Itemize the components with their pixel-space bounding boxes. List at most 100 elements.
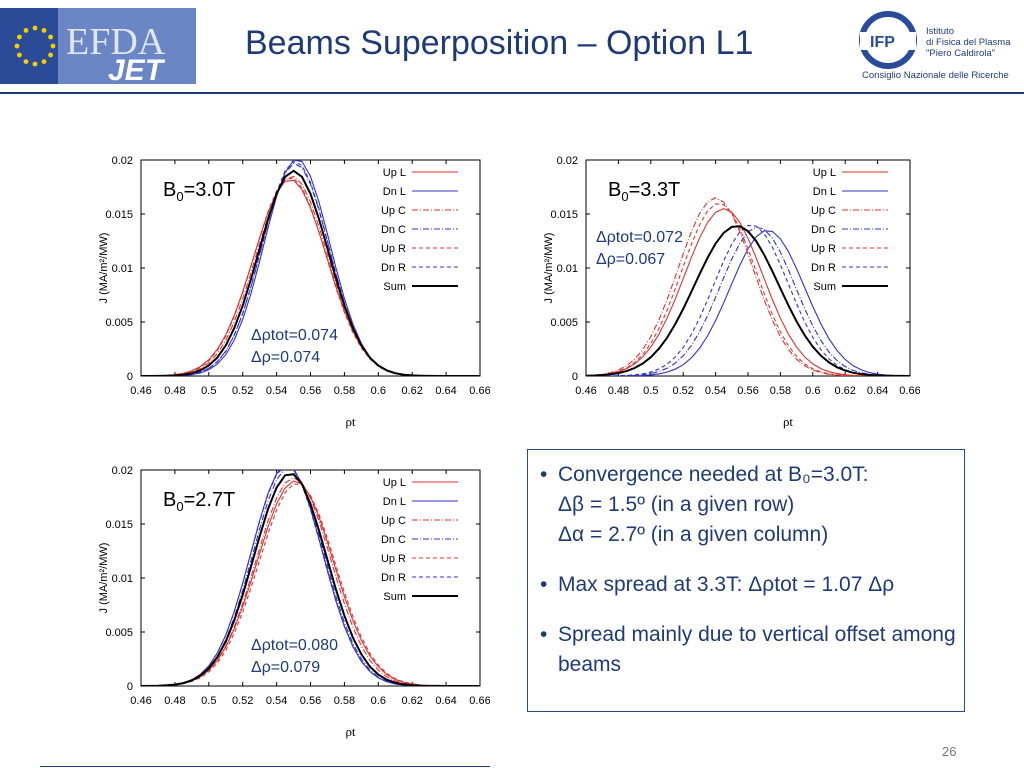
legend-label: Up R	[381, 553, 406, 565]
bullet-dot: •	[540, 463, 548, 486]
y-tick-label: 0.015	[550, 209, 578, 221]
y-tick-label: 0	[127, 681, 133, 693]
x-tick-label: 0.6	[805, 385, 820, 397]
series-line-up-l	[586, 207, 910, 376]
x-tick-label: 0.54	[266, 695, 287, 707]
legend-label: Up C	[381, 205, 406, 217]
series-line-sum	[141, 473, 480, 686]
x-tick-label: 0.62	[834, 385, 855, 397]
legend-label: Up R	[381, 243, 406, 255]
legend-label: Dn C	[811, 224, 836, 236]
legend-label: Dn C	[381, 534, 406, 546]
legend-label: Up C	[811, 205, 836, 217]
legend-label: Sum	[383, 281, 406, 293]
bullet-max-spread: • Max spread at 3.3T: Δρtot = 1.07 Δρ	[536, 570, 958, 600]
bullet-text: Convergence needed at B₀=3.0T:	[558, 463, 869, 486]
x-tick-label: 0.48	[164, 385, 185, 397]
y-tick-label: 0.02	[112, 465, 133, 477]
y-axis-label: J (MA/m²/MW)	[98, 233, 110, 304]
x-tick-label: 0.66	[469, 695, 490, 707]
slide-header: EFDA JET Beams Superposition – Option L1…	[0, 0, 1024, 94]
x-tick-label: 0.64	[867, 385, 888, 397]
y-tick-label: 0.005	[105, 627, 133, 639]
ifp-org-name: Consiglio Nazionale delle Ricerche	[862, 70, 1009, 81]
y-tick-label: 0.01	[112, 573, 133, 585]
legend-label: Up C	[381, 515, 406, 527]
x-tick-label: 0.56	[300, 385, 321, 397]
x-tick-label: 0.58	[334, 385, 355, 397]
x-tick-label: 0.54	[266, 385, 287, 397]
legend-label: Dn L	[383, 496, 406, 508]
y-axis-label: J (MA/m²/MW)	[543, 233, 555, 304]
x-tick-label: 0.64	[435, 695, 456, 707]
chart-svg: 0.46 0.48 0.5 0.52 0.54 0.56 0.58 0.6 0.62 0.64 0.…	[543, 155, 920, 429]
series-line-up-l	[141, 480, 480, 686]
legend-label: Dn R	[381, 262, 406, 274]
chart-svg: 0.46 0.48 0.5 0.52 0.54 0.56 0.58 0.6 0.62 0.64 0.…	[98, 155, 490, 429]
x-axis-label: ρt	[345, 414, 355, 429]
bullet-dot: •	[540, 573, 548, 596]
x-tick-label: 0.58	[334, 695, 355, 707]
y-tick-label: 0.01	[557, 263, 578, 275]
x-tick-label: 0.46	[130, 695, 151, 707]
ifp-logo: IFP	[859, 11, 917, 69]
annotation-text: Δρtot=0.072	[596, 229, 683, 246]
series-line-sum	[586, 225, 910, 376]
legend-label: Dn R	[381, 572, 406, 584]
header-divider	[0, 92, 1024, 94]
bullet-text: Spread mainly due to vertical offset amo…	[558, 623, 956, 676]
x-tick-label: 0.52	[232, 695, 253, 707]
series-line-up-r	[141, 483, 480, 686]
legend-label: Up L	[383, 167, 406, 179]
chart-b0-2-7t: 0.46 0.48 0.5 0.52 0.54 0.56 0.58 0.6 0.62 0.64 0.…	[95, 460, 490, 750]
legend-label: Up L	[383, 477, 406, 489]
x-tick-label: 0.46	[130, 385, 151, 397]
chart-b0-3-3t: 0.46 0.48 0.5 0.52 0.54 0.56 0.58 0.6 0.62 0.64 0.…	[540, 150, 920, 440]
x-tick-label: 0.5	[201, 695, 216, 707]
series-line-up-c	[586, 197, 910, 376]
x-tick-label: 0.64	[435, 385, 456, 397]
panel-label: B0=3.0T	[163, 179, 235, 204]
summary-textbox: • Convergence needed at B₀=3.0T: Δβ = 1.…	[527, 449, 965, 712]
efda-jet-logo: EFDA JET	[0, 8, 196, 84]
series-line-up-c	[141, 175, 480, 376]
legend-label: Up R	[811, 243, 836, 255]
ifp-institute-name: Istituto di Fisica del Plasma "Piero Cal…	[926, 26, 1011, 59]
legend-label: Sum	[383, 591, 406, 603]
legend-label: Dn R	[811, 262, 836, 274]
panel-label: B0=2.7T	[163, 489, 235, 514]
y-tick-label: 0.005	[550, 317, 578, 329]
y-tick-label: 0.015	[105, 519, 133, 531]
bullet-spread-reason: • Spread mainly due to vertical offset a…	[536, 620, 958, 680]
footer-divider	[40, 766, 490, 767]
y-tick-label: 0.01	[112, 263, 133, 275]
annotation-text: Δρ=0.079	[251, 659, 320, 676]
annotation-text: Δρ=0.067	[596, 251, 665, 268]
x-tick-label: 0.62	[401, 385, 422, 397]
x-axis-label: ρt	[345, 724, 355, 739]
chart-svg: 0.46 0.48 0.5 0.52 0.54 0.56 0.58 0.6 0.62 0.64 0.…	[98, 465, 490, 739]
efda-text: EFDA	[66, 21, 166, 63]
x-tick-label: 0.6	[371, 385, 386, 397]
slide-title: Beams Superposition – Option L1	[245, 24, 754, 62]
panel-label: B0=3.3T	[608, 179, 680, 204]
x-tick-label: 0.58	[770, 385, 791, 397]
x-tick-label: 0.52	[232, 385, 253, 397]
y-tick-label: 0.015	[105, 209, 133, 221]
page-number: 26	[942, 744, 957, 759]
y-axis-label: J (MA/m²/MW)	[98, 543, 110, 614]
eu-stars-icon	[14, 25, 56, 67]
x-tick-label: 0.46	[575, 385, 596, 397]
x-tick-label: 0.52	[672, 385, 693, 397]
x-tick-label: 0.48	[164, 695, 185, 707]
legend-label: Sum	[813, 281, 836, 293]
y-tick-label: 0.005	[105, 317, 133, 329]
y-tick-label: 0	[127, 371, 133, 383]
chart-b0-3-0t: 0.46 0.48 0.5 0.52 0.54 0.56 0.58 0.6 0.62 0.64 0.…	[95, 150, 490, 440]
legend-label: Dn L	[813, 186, 836, 198]
series-line-sum	[141, 169, 480, 376]
bullet-dot: •	[540, 623, 548, 646]
series-group	[141, 160, 480, 376]
legend-label: Dn C	[381, 224, 406, 236]
annotation-text: Δρtot=0.074	[251, 327, 338, 344]
